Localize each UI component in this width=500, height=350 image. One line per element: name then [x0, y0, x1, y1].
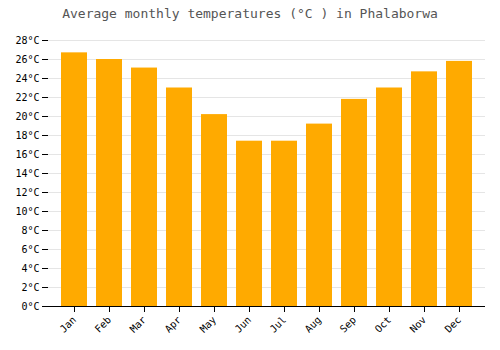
svg-text:Jul: Jul [268, 314, 289, 335]
svg-text:Jan: Jan [58, 314, 79, 335]
svg-text:8°C: 8°C [21, 225, 39, 236]
svg-text:4°C: 4°C [21, 263, 39, 274]
svg-text:Dec: Dec [443, 314, 464, 335]
svg-text:Jun: Jun [233, 314, 254, 335]
svg-text:14°C: 14°C [15, 168, 39, 179]
html-text:Average monthly temperatures (: Average monthly temperatures (°C ) in Ph… [62, 6, 438, 21]
svg-text:May: May [198, 314, 219, 335]
svg-text:2°C: 2°C [21, 282, 39, 293]
svg-text:Apr: Apr [163, 314, 184, 335]
svg-text:Oct: Oct [373, 314, 394, 335]
svg-text:Aug: Aug [303, 314, 324, 335]
svg-text:12°C: 12°C [15, 187, 39, 198]
svg-text:20°C: 20°C [15, 111, 39, 122]
svg-text:0°C: 0°C [21, 301, 39, 312]
svg-text:Mar: Mar [128, 314, 149, 335]
svg-text:6°C: 6°C [21, 244, 39, 255]
svg-text:22°C: 22°C [15, 92, 39, 103]
svg-text:Feb: Feb [93, 314, 114, 335]
svg-text:28°C: 28°C [15, 35, 39, 46]
svg-text:Sep: Sep [338, 314, 359, 335]
svg-text:26°C: 26°C [15, 54, 39, 65]
svg-text:18°C: 18°C [15, 130, 39, 141]
svg-text:10°C: 10°C [15, 206, 39, 217]
svg-text:Nov: Nov [408, 314, 429, 335]
svg-text:24°C: 24°C [15, 73, 39, 84]
svg-text:16°C: 16°C [15, 149, 39, 160]
